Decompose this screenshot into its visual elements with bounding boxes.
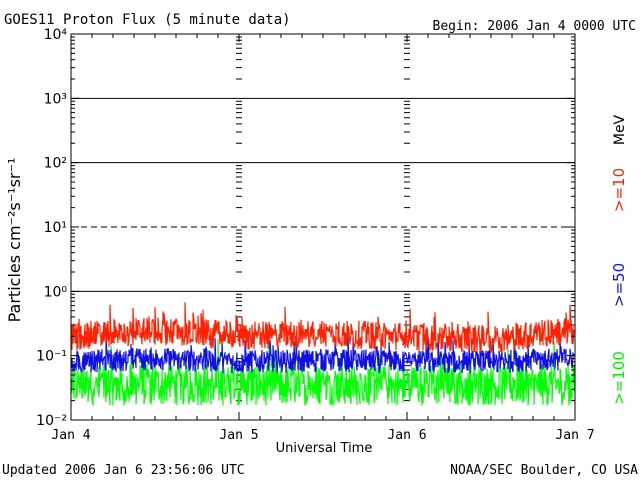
y-tick-labels: 10⁻² 10⁻¹ 10⁰ 10¹ 10² 10³ 10⁴: [36, 27, 67, 429]
legend-label-10: >=10: [610, 168, 628, 212]
x-tick-label: Jan 4: [51, 428, 90, 443]
threshold-lines: [71, 97, 575, 292]
begin-date: Begin: 2006 Jan 4 0000 UTC: [433, 19, 637, 34]
y-tick-label: 10⁻¹: [36, 349, 67, 365]
y-tick-label: 10⁴: [44, 27, 68, 43]
series-line-0: [71, 302, 575, 354]
series-line-2: [71, 338, 575, 406]
chart-title: GOES11 Proton Flux (5 minute data): [4, 12, 291, 28]
plot-frame: [70, 33, 576, 421]
x-tick-label: Jan 7: [555, 428, 594, 443]
day-marker: [236, 36, 242, 402]
axis-ticks: [70, 34, 576, 421]
y-tick-label: 10²: [44, 156, 67, 172]
legend-unit: MeV: [612, 114, 628, 145]
y-tick-label: 10³: [44, 91, 67, 107]
y-tick-label: 10⁰: [44, 284, 68, 300]
day-marker: [404, 36, 410, 402]
y-axis-label: Particles cm⁻²s⁻¹sr⁻¹: [5, 158, 24, 323]
y-tick-label: 10¹: [44, 220, 67, 236]
x-tick-label: Jan 6: [387, 428, 426, 443]
y-tick-label: 10⁻²: [36, 413, 67, 429]
series-line-1: [71, 334, 575, 374]
legend-label-100: >=100: [610, 351, 628, 405]
legend-label-50: >=50: [610, 263, 628, 307]
series-group: [71, 302, 575, 406]
x-tick-labels: Jan 4 Jan 5 Jan 6 Jan 7: [51, 428, 594, 443]
credit-text: NOAA/SEC Boulder, CO USA: [450, 463, 638, 478]
updated-timestamp: Updated 2006 Jan 6 23:56:06 UTC: [2, 463, 245, 478]
x-axis-label: Universal Time: [276, 441, 373, 456]
x-tick-label: Jan 5: [219, 428, 258, 443]
